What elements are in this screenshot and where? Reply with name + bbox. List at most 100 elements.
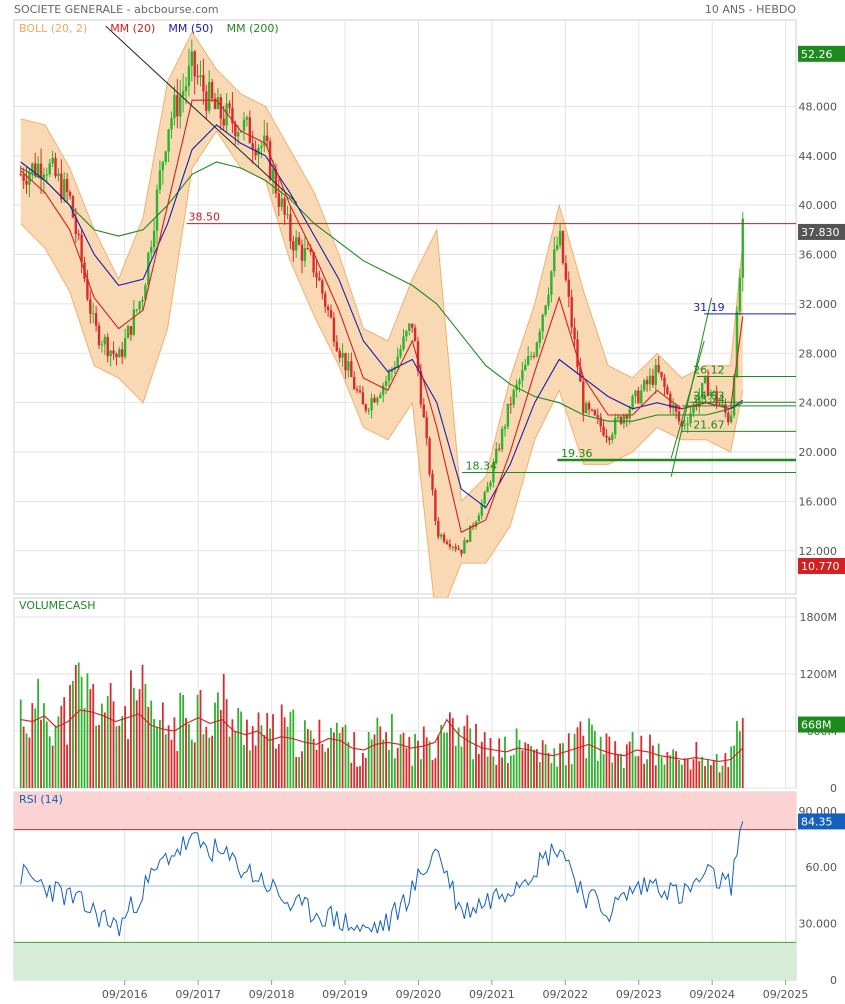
volume-bar (715, 753, 718, 788)
price-label-box (798, 45, 845, 62)
header: SOCIETE GENERALE - abcbourse.com 10 ANS … (14, 3, 796, 16)
candle-body (361, 392, 365, 405)
candle-body (341, 352, 344, 358)
volume-bar (530, 746, 532, 788)
volume-bar (573, 733, 576, 788)
volume-bar (422, 726, 425, 788)
volume-bar (631, 731, 634, 788)
volume-bar (582, 735, 585, 788)
candle-body (358, 390, 362, 393)
volume-bar (741, 718, 744, 788)
candle-body (405, 330, 408, 337)
candle-body (703, 376, 707, 384)
candle-body (45, 174, 49, 176)
candle-body (544, 305, 547, 315)
candle-body (132, 309, 136, 335)
volume-bar (428, 741, 431, 788)
volume-bar (144, 683, 147, 788)
volume-bar (138, 689, 141, 788)
volume-bar (98, 724, 100, 788)
volume-bar (74, 664, 77, 788)
volume-bar (164, 734, 167, 788)
candle-body (86, 278, 89, 300)
candle-body (680, 421, 684, 426)
volume-bar (115, 726, 118, 788)
volume-bar (579, 721, 582, 788)
volume-bar (419, 759, 422, 788)
candle-body (640, 390, 643, 404)
candle-body (60, 173, 63, 200)
candle-body (129, 326, 133, 335)
candle-body (460, 549, 463, 554)
price-legend-item: MM (200) (227, 22, 279, 35)
candle-body (80, 234, 83, 263)
candle-body (277, 193, 281, 207)
volume-bar (382, 739, 385, 788)
candle-body (376, 397, 379, 403)
candle-body (561, 231, 565, 264)
volume-bar (492, 756, 495, 788)
candle-body (660, 371, 663, 378)
volume-bar (275, 748, 277, 788)
candle-body (176, 95, 179, 117)
volume-bar (533, 749, 535, 788)
candle-body (208, 82, 211, 111)
candle-body (410, 323, 414, 328)
candle-body (121, 349, 124, 357)
volume-bar (202, 734, 205, 788)
volume-bar (698, 761, 701, 788)
rsi-legend-item: RSI (14) (19, 793, 63, 806)
price-legend-item: MM (20) (110, 22, 155, 35)
volume-bar (614, 741, 617, 788)
candle-body (228, 103, 231, 108)
candle-body (712, 391, 715, 393)
bollinger-band (20, 32, 743, 625)
volume-bar (28, 737, 31, 788)
rsi-oversold-zone (14, 942, 796, 980)
volume-bar (390, 714, 393, 788)
volume-bar (225, 699, 228, 788)
volume-bar (217, 692, 219, 788)
volume-bar (173, 717, 176, 788)
candle-body (625, 415, 628, 419)
volume-bar (324, 751, 327, 788)
candle-body (324, 293, 327, 307)
candle-body (138, 301, 141, 310)
candle-body (521, 370, 524, 381)
candle-body (599, 417, 602, 427)
volume-bar (498, 738, 501, 788)
candle-body (74, 217, 78, 234)
volume-bar (373, 734, 376, 788)
volume-bar (686, 758, 689, 788)
candle-body (663, 377, 666, 388)
candle-body (373, 397, 376, 403)
candle-body (213, 98, 217, 109)
candle-body (158, 170, 162, 190)
volume-bar (576, 727, 579, 788)
candle-body (22, 174, 25, 181)
volume-bar (283, 717, 286, 788)
volume-bar (518, 739, 521, 788)
candle-body (266, 135, 269, 142)
candle-body (196, 76, 199, 78)
annotation-label: 21.67 (693, 418, 725, 431)
x-tick-label: 09/2025 (763, 988, 809, 1001)
volume-bar (185, 718, 187, 788)
volume-bar (466, 715, 469, 788)
volume-bar (127, 739, 129, 788)
volume-bar (179, 692, 182, 788)
volume-bar (625, 744, 628, 788)
volume-bar (605, 733, 608, 788)
volume-bar (25, 733, 28, 788)
volume-last-box (798, 716, 845, 733)
mm20-line (20, 99, 744, 534)
volume-bar (356, 766, 359, 788)
price-ytick-label: 12.000 (799, 545, 838, 558)
candle-body (553, 249, 556, 272)
volume-average-line (20, 709, 744, 762)
volume-bar (417, 740, 419, 788)
candle-body (350, 361, 353, 378)
candle-body (242, 119, 246, 131)
volume-bar (408, 736, 411, 788)
volume-bar (19, 699, 22, 788)
